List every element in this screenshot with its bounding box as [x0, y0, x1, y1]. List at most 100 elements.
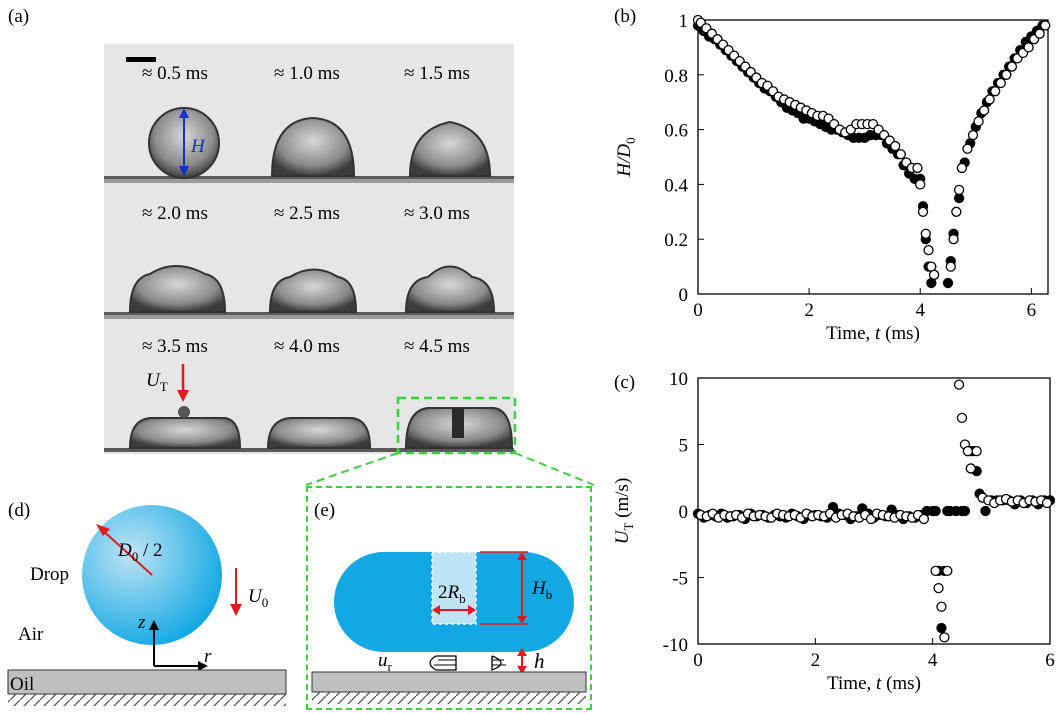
y-tick-label: 0.4 — [664, 175, 688, 196]
data-point-filled — [930, 505, 941, 517]
drop-label: Drop — [30, 564, 69, 585]
x-axis-label: Time, t (ms) — [827, 673, 921, 694]
data-point-open — [962, 446, 974, 457]
data-point-open — [1040, 20, 1051, 31]
data-point-open — [928, 269, 940, 280]
data-point-open — [956, 162, 968, 174]
air-label: Air — [18, 624, 44, 645]
x-axis-label: Time, t (ms) — [826, 323, 920, 344]
data-point-filled — [959, 505, 971, 517]
radius-arrow-head — [96, 524, 110, 536]
data-point-open — [978, 105, 990, 116]
y-tick-label: -10 — [663, 635, 688, 656]
data-point-open — [990, 86, 1001, 97]
x-tick-label: 2 — [811, 650, 821, 671]
data-point-open — [1034, 28, 1045, 39]
data-point-open — [917, 206, 929, 217]
scale-bar — [126, 57, 156, 62]
data-point-filled — [936, 622, 947, 634]
h-arrow-head-bottom — [517, 666, 527, 674]
data-point-open — [951, 206, 962, 217]
plot-frame — [697, 19, 1049, 295]
y-tick-label: 0.6 — [664, 121, 688, 142]
substrate-hatch-e — [312, 692, 586, 704]
data-point-open — [895, 149, 906, 160]
data-point-open — [915, 179, 926, 190]
data-point-open — [890, 140, 901, 152]
data-point-open — [956, 412, 968, 424]
panel-label-a: (a) — [8, 6, 30, 27]
drop-frame-3 — [408, 120, 492, 177]
hb-arrow-head-bottom — [517, 616, 527, 624]
data-point-open — [971, 446, 982, 457]
hb-arrow-head-top — [517, 552, 527, 560]
ut-label: UT — [146, 370, 168, 394]
schematic-d: D0 / 2 Drop Air U0 z r Oil — [7, 505, 287, 706]
frame-time-label: ≈ 2.0 ms — [142, 203, 208, 224]
oil-layer-e — [311, 671, 587, 693]
x-tick-label: 0 — [693, 650, 703, 671]
ut-arrow-head — [177, 390, 189, 402]
chart-b: 0 2 4 6 0 0.2 0.4 0.6 0.8 1 Time, t (ms) H/D0 — [614, 11, 1051, 344]
data-point-open — [995, 77, 1006, 89]
panel-label-d: (d) — [8, 500, 31, 521]
velocity-profile-right — [491, 655, 502, 671]
data-point-open — [1041, 497, 1053, 509]
drop-frame-8 — [266, 417, 372, 449]
height-arrow-head-top — [179, 108, 189, 118]
oil-layer — [7, 669, 287, 695]
data-point-open — [1023, 42, 1034, 53]
substrate-hatch — [8, 694, 286, 706]
data-point-open — [923, 245, 934, 256]
substrate-strip — [104, 176, 514, 179]
rb-arrow-head-right — [468, 605, 476, 615]
frame-time-label: ≈ 1.0 ms — [274, 63, 340, 84]
x-tick-label: 6 — [1027, 300, 1037, 321]
r-axis-label: r — [204, 646, 212, 667]
drop-frame-2 — [270, 116, 356, 177]
data-point-open — [948, 234, 959, 245]
data-point-open — [942, 565, 953, 577]
zoom-line — [305, 452, 399, 486]
drop-frame-5 — [268, 268, 358, 313]
panel-label-c: (c) — [614, 372, 636, 393]
data-point-filled — [942, 277, 954, 289]
data-point-open — [939, 632, 950, 643]
y-tick-label: 1 — [679, 11, 689, 32]
hb-label: Hb — [531, 578, 552, 602]
x-tick-label: 4 — [928, 650, 938, 671]
data-point-open — [1006, 61, 1018, 72]
panel-label-b: (b) — [614, 6, 637, 27]
y-tick-label: 0 — [679, 285, 689, 306]
drop-frame-4 — [128, 265, 227, 313]
drop-frame-7-bump — [178, 406, 190, 418]
data-point-open — [933, 582, 944, 594]
oil-label: Oil — [10, 674, 34, 695]
radius-arrow — [99, 527, 153, 576]
y-tick-label: 0 — [679, 502, 689, 523]
row-divider — [104, 179, 514, 183]
frame-time-label: ≈ 4.5 ms — [404, 336, 470, 357]
y-tick-label: 0.8 — [664, 66, 688, 87]
h-label: h — [534, 649, 545, 673]
height-label: H — [190, 136, 206, 157]
data-point-open — [973, 116, 984, 127]
x-tick-label: 6 — [1045, 650, 1055, 671]
rb-arrow-head-left — [432, 605, 440, 615]
data-point-open — [967, 129, 979, 141]
data-point-open — [953, 184, 965, 196]
h-arrow-head-top — [517, 648, 527, 656]
y-axis-label: H/D0 — [614, 137, 638, 177]
r-axis-head — [198, 661, 208, 671]
y-tick-label: 5 — [679, 436, 689, 457]
drop-frame-7 — [128, 417, 242, 449]
chart-c: 0 2 4 6 -10 -5 0 5 10 Time, t (ms) UT (m/s) — [612, 369, 1056, 694]
data-point-open — [945, 261, 956, 272]
frame-time-label: ≈ 2.5 ms — [274, 203, 340, 224]
frame-time-label: ≈ 3.5 ms — [142, 336, 208, 357]
zoom-highlight-box — [396, 396, 517, 455]
x-tick-label: 2 — [804, 300, 814, 321]
drop-frame-6 — [404, 265, 496, 313]
schematic-e: 2Rb Hb ur h — [311, 551, 587, 704]
